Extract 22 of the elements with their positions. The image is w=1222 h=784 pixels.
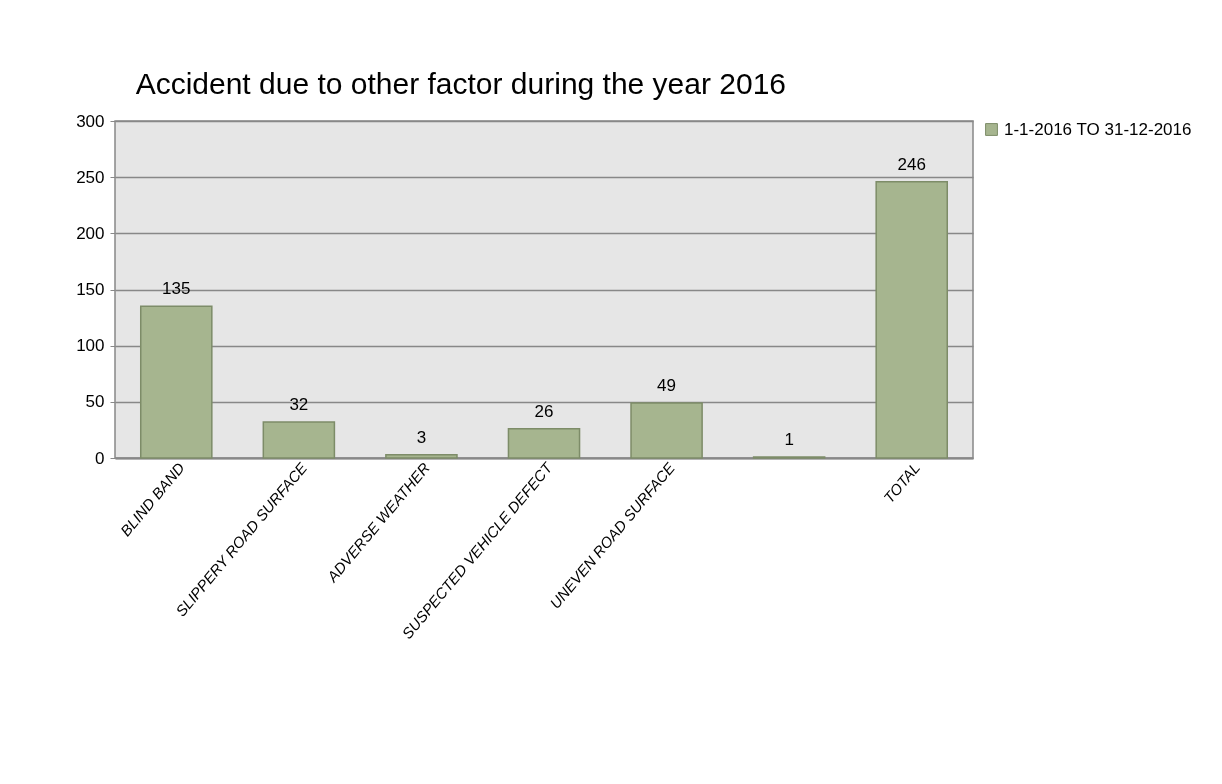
bar [630, 402, 703, 459]
bar [875, 180, 949, 459]
y-tick-label: 0 [95, 448, 105, 468]
data-label: 32 [289, 395, 309, 415]
y-tick-label: 200 [76, 223, 105, 243]
y-tick-label: 300 [76, 111, 105, 131]
y-tick-label: 150 [76, 280, 105, 299]
y-tick-label: 50 [85, 392, 105, 412]
data-label: 3 [416, 427, 427, 447]
data-label: 246 [897, 154, 926, 174]
data-label: 49 [657, 375, 677, 395]
y-tick-label: 250 [76, 167, 105, 187]
data-label: 26 [534, 401, 554, 421]
data-label: 135 [162, 279, 191, 299]
chart-title: Accident due to other factor during the year 2016 [135, 67, 787, 100]
bar [385, 453, 458, 459]
y-tick-label: 100 [76, 336, 105, 356]
legend-label: 1-1-2016 TO 31-12-2016 [1004, 119, 1192, 139]
data-label: 1 [784, 429, 794, 449]
bar [262, 421, 336, 459]
bar [507, 428, 581, 459]
bar [139, 305, 213, 459]
